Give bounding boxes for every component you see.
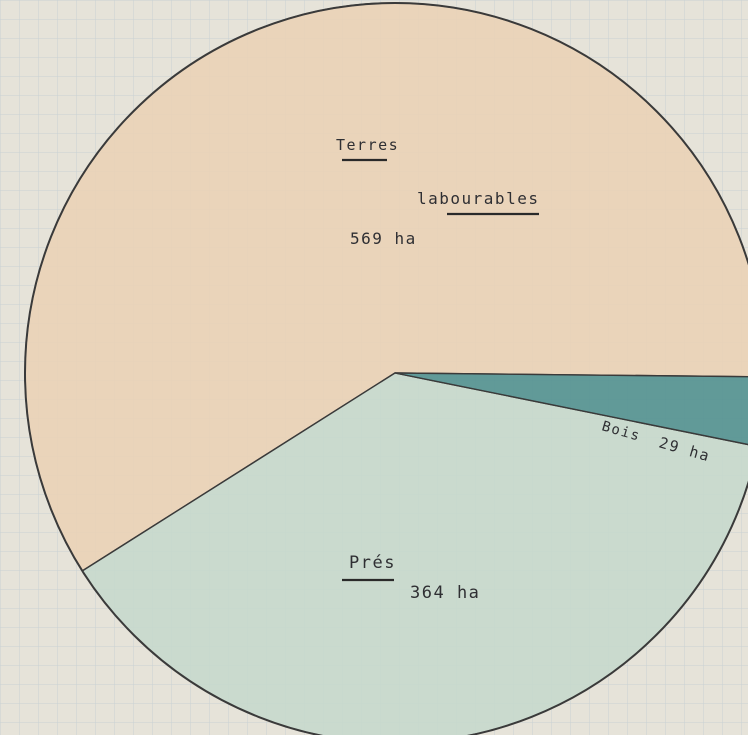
label-pres: Prés [349, 553, 396, 573]
slice-bois [394, 372, 748, 446]
label-terres-value: 569 ha [350, 229, 417, 248]
label-terres-labourables: Terres labourables 569 ha [336, 136, 539, 248]
label-terres: Terres [336, 136, 399, 154]
label-pres-group: Prés 364 ha [342, 553, 480, 603]
pie-outline [24, 2, 748, 735]
label-labourables: labourables [417, 189, 539, 208]
label-pres-value: 364 ha [410, 583, 480, 603]
